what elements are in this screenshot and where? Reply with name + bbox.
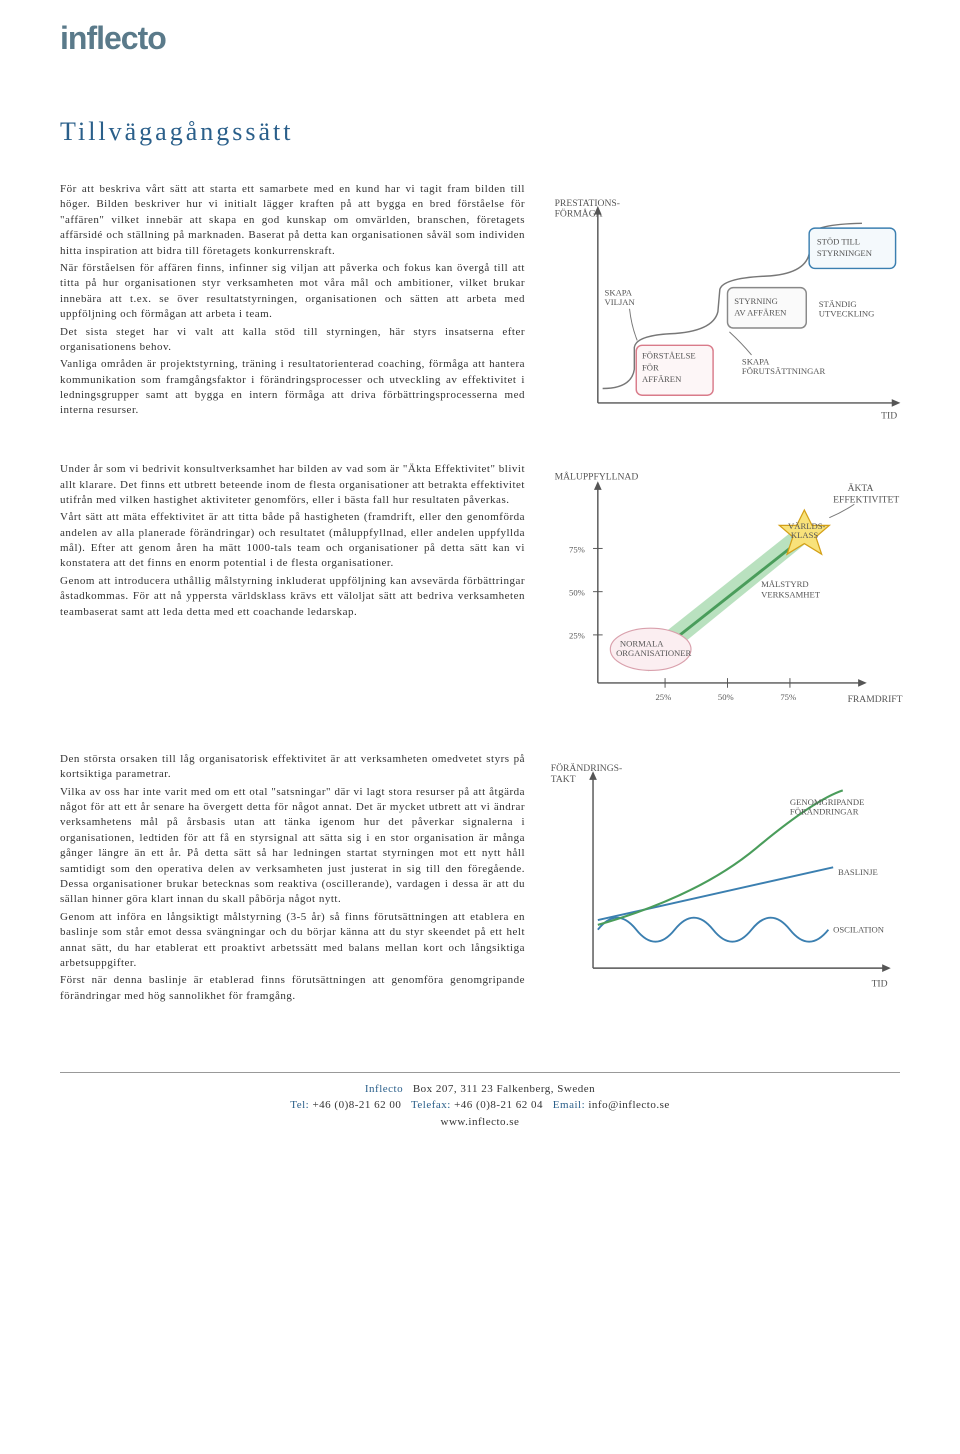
footer-fax: +46 (0)8-21 62 04 xyxy=(451,1099,543,1111)
s2-p1: Under år som vi bedrivit konsultverksamh… xyxy=(60,462,525,508)
s3-p3: Genom att införa en långsiktigt målstyrn… xyxy=(60,910,525,972)
s3-p1: Den största orsaken till låg organisator… xyxy=(60,752,525,783)
d1-side1: SKAPA VILJAN xyxy=(605,287,636,307)
diagram-1-svg: PRESTATIONS- FÖRMÅGA TID FÖRSTÅELSE FÖR … xyxy=(545,182,910,422)
d2-xlabel: FRAMDRIFT xyxy=(848,694,903,705)
d2-xt3: 75% xyxy=(780,692,796,702)
d2-tr: ÄKTA EFFEKTIVITET xyxy=(833,482,899,506)
diagram-2-svg: MÅLUPPFYLLNAD FRAMDRIFT 25% 50% 75% 25% … xyxy=(545,462,910,712)
d3-xlabel: TID xyxy=(872,978,888,989)
s1-p2: När förståelsen för affären finns, infin… xyxy=(60,261,525,323)
s1-p3: Det sista steget har vi valt att kalla s… xyxy=(60,325,525,356)
d2-ylabel: MÅLUPPFYLLNAD xyxy=(555,470,639,482)
footer-line1: Inflecto Box 207, 311 23 Falkenberg, Swe… xyxy=(0,1081,960,1098)
d2-yt2: 50% xyxy=(569,588,585,598)
footer-line3: www.inflecto.se xyxy=(0,1114,960,1131)
d3-lbl1: GENOMGRIPANDE FÖRÄNDRINGAR xyxy=(790,797,867,817)
d3-lbl3: OSCILATION xyxy=(833,924,885,934)
d2-star: VÄRLDS- KLASS xyxy=(788,521,828,540)
footer-tel: +46 (0)8-21 62 00 xyxy=(309,1099,401,1111)
diagram-3: FÖRÄNDRINGS- TAKT TID GENOMGRIPANDE FÖRÄ… xyxy=(545,752,910,1007)
diagram-3-svg: FÖRÄNDRINGS- TAKT TID GENOMGRIPANDE FÖRÄ… xyxy=(545,752,910,1002)
s2-p3: Genom att introducera uthållig målstyrni… xyxy=(60,574,525,620)
d1-ylabel: PRESTATIONS- FÖRMÅGA xyxy=(555,198,623,220)
footer-email: info@inflecto.se xyxy=(585,1099,670,1111)
diagram-2: MÅLUPPFYLLNAD FRAMDRIFT 25% 50% 75% 25% … xyxy=(545,462,910,717)
section-3-text: Den största orsaken till låg organisator… xyxy=(60,752,525,1006)
footer: Inflecto Box 207, 311 23 Falkenberg, Swe… xyxy=(0,1081,960,1151)
d2-mid: MÅLSTYRD VERKSAMHET xyxy=(761,579,821,600)
page-title: Tillvägagångssätt xyxy=(60,117,910,147)
d2-yt1: 25% xyxy=(569,631,585,641)
section-1: För att beskriva vårt sätt att starta et… xyxy=(60,182,910,427)
d1-xlabel: TID xyxy=(881,410,897,421)
diagram-1: PRESTATIONS- FÖRMÅGA TID FÖRSTÅELSE FÖR … xyxy=(545,182,910,427)
footer-tel-label: Tel: xyxy=(290,1099,309,1111)
footer-fax-label: Telefax: xyxy=(411,1099,451,1111)
section-1-text: För att beskriva vårt sätt att starta et… xyxy=(60,182,525,421)
footer-rule xyxy=(60,1072,900,1073)
section-2-text: Under år som vi bedrivit konsultverksamh… xyxy=(60,462,525,622)
s1-p4: Vanliga områden är projektstyrning, trän… xyxy=(60,357,525,419)
s3-p2: Vilka av oss har inte varit med om ett o… xyxy=(60,785,525,908)
section-2: Under år som vi bedrivit konsultverksamh… xyxy=(60,462,910,717)
s2-p2: Vårt sätt att mäta effektivitet är att t… xyxy=(60,510,525,572)
d1-side3: SKAPA FÖRUTSÄTTNINGAR xyxy=(742,356,826,376)
footer-company: Inflecto xyxy=(365,1083,403,1095)
footer-line2: Tel: +46 (0)8-21 62 00 Telefax: +46 (0)8… xyxy=(0,1097,960,1114)
logo: inflecto xyxy=(60,20,910,57)
footer-email-label: Email: xyxy=(553,1099,585,1111)
section-3: Den största orsaken till låg organisator… xyxy=(60,752,910,1007)
d2-xt1: 25% xyxy=(655,692,671,702)
d1-side2: STÄNDIG UTVECKLING xyxy=(819,299,875,319)
d3-ylabel: FÖRÄNDRINGS- TAKT xyxy=(551,762,625,785)
d1-box2: STYRNING AV AFFÄREN xyxy=(734,296,787,318)
d3-lbl2: BASLINJE xyxy=(838,867,878,877)
s3-p4: Först när denna baslinje är etablerad fi… xyxy=(60,973,525,1004)
d2-xt2: 50% xyxy=(718,692,734,702)
s1-p1: För att beskriva vårt sätt att starta et… xyxy=(60,182,525,259)
footer-address: Box 207, 311 23 Falkenberg, Sweden xyxy=(413,1083,595,1095)
d2-yt3: 75% xyxy=(569,544,585,554)
